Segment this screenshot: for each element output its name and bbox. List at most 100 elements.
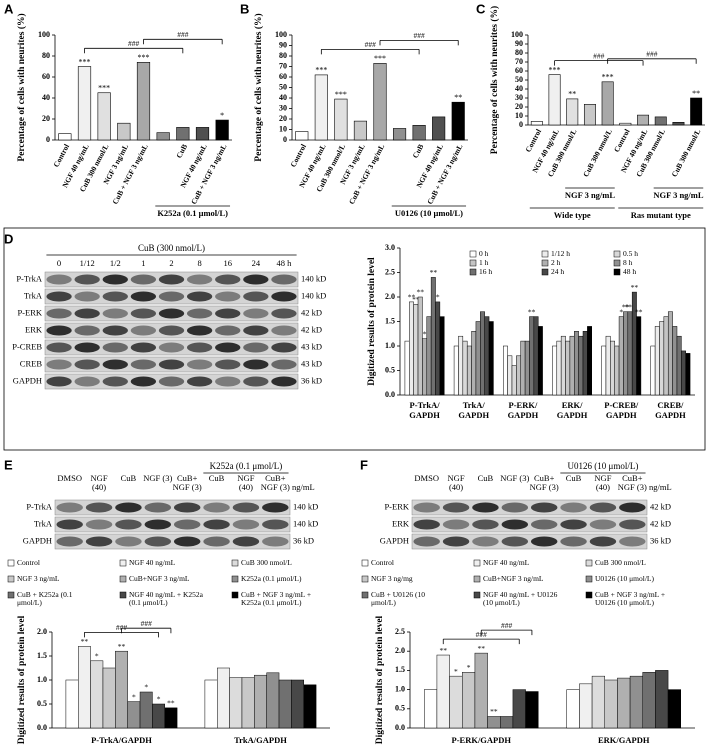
bar (436, 654, 450, 729)
bar (642, 672, 656, 729)
blot-band (413, 502, 440, 513)
blot-title: CuB (300 nmol/L) (138, 243, 205, 253)
significance: *** (138, 53, 150, 62)
y-tick-label: 0.0 (385, 390, 395, 399)
y-tick-label: 100 (38, 30, 50, 39)
text-line: P-TrkA/ (410, 400, 441, 410)
blot-band (215, 274, 241, 285)
bar (667, 689, 681, 729)
text-line: 1/2 (110, 258, 121, 268)
blot-band (144, 536, 172, 547)
blot-band (74, 308, 100, 319)
lane-label: 1 (141, 258, 145, 268)
legend-label: 0.5 h (623, 249, 638, 258)
bracket-label: ### (413, 31, 425, 40)
bracket-label: ### (116, 623, 128, 632)
blot-band (472, 536, 499, 547)
blot-band (158, 325, 185, 336)
blot-band (74, 325, 100, 336)
bar (566, 689, 580, 729)
bar (629, 675, 643, 729)
blot-band (203, 536, 230, 547)
y-tick-label: 10 (515, 111, 523, 120)
panel-letter: E (4, 457, 13, 472)
lane-label: DMSO (414, 473, 439, 483)
blot-row-label: GAPDH (13, 375, 42, 385)
blot-band (173, 536, 201, 547)
legend-label: Control (17, 558, 40, 567)
bar (529, 316, 535, 396)
text-line: 24 h (551, 267, 564, 276)
blot-title: K252a (0.1 μmol/L) (210, 461, 283, 471)
bar (663, 316, 669, 396)
legend-label: NGF 3 ng/mL (17, 574, 60, 583)
blot-band (158, 359, 185, 370)
significance: ** (528, 307, 536, 316)
significance: * (467, 663, 471, 672)
blot-band (158, 308, 185, 319)
blot-band (589, 519, 617, 530)
significance: ** (622, 302, 630, 311)
y-tick-label: 1.0 (37, 675, 47, 684)
text-line: U0126 (10 μmol/L) (595, 598, 655, 607)
y-tick-label: 1.0 (385, 341, 395, 350)
bar (618, 316, 624, 396)
lane-label: DMSO (57, 473, 82, 483)
bar (353, 120, 368, 141)
y-tick-label: 30 (515, 93, 523, 102)
blot-band (102, 291, 128, 302)
blot-size-label: 43 kD (301, 341, 322, 351)
legend-label: NGF 40 ng/mL (483, 558, 530, 567)
blot-strip (411, 499, 648, 516)
blot-band (413, 519, 440, 530)
text-line: GAPDH (458, 410, 489, 420)
blot-row-label: ERK (392, 518, 410, 528)
bar (90, 660, 104, 729)
blot-band (74, 359, 100, 370)
text-line: NGF (3) (530, 482, 559, 492)
blot-band (144, 502, 172, 513)
significance: * (157, 695, 161, 704)
bar (605, 335, 611, 396)
legend-swatch (541, 268, 549, 276)
bar (560, 335, 566, 396)
legend-swatch (469, 259, 477, 267)
blot-row-label: GAPDH (23, 535, 52, 545)
significance: *** (79, 57, 91, 66)
legend-swatch (7, 591, 15, 599)
legend-label: NGF 40 ng/mL + U0126 (10 μmol/L) (483, 590, 558, 607)
legend-label: U0126 (10 μmol/L) (595, 574, 655, 583)
bar (552, 345, 558, 396)
text-line: CuB 300 nmol/L (241, 558, 292, 567)
blot-row-label: P-ERK (384, 501, 409, 511)
significance: ** (631, 283, 639, 292)
text-line: 48 h (623, 267, 636, 276)
bar (136, 61, 151, 141)
legend-label: 1 h (479, 258, 489, 267)
bar (164, 707, 178, 729)
y-tick-label: 0.0 (395, 723, 405, 732)
blot-size-label: 140 kD (293, 501, 318, 511)
blot-band (74, 291, 100, 302)
bar (487, 716, 501, 729)
blot-band (130, 308, 157, 319)
lane-label: 16 (223, 258, 232, 268)
blot-band (46, 308, 72, 319)
bar (291, 679, 304, 729)
blot-size-label: 36 kD (301, 375, 322, 385)
significance: * (220, 111, 224, 120)
lane-label: CuB (566, 473, 582, 483)
bar (537, 326, 543, 396)
bracket-label: ### (141, 619, 153, 628)
bar (627, 311, 633, 396)
blot-band (472, 502, 499, 513)
legend-swatch (473, 575, 481, 583)
bar (139, 691, 153, 729)
bar (690, 97, 703, 126)
significance: ** (490, 707, 498, 716)
blot-band (589, 536, 617, 547)
legend-label: 1/12 h (551, 249, 570, 258)
bar (548, 74, 561, 126)
legend-swatch (469, 250, 477, 258)
group-label: Wide type (554, 210, 591, 220)
